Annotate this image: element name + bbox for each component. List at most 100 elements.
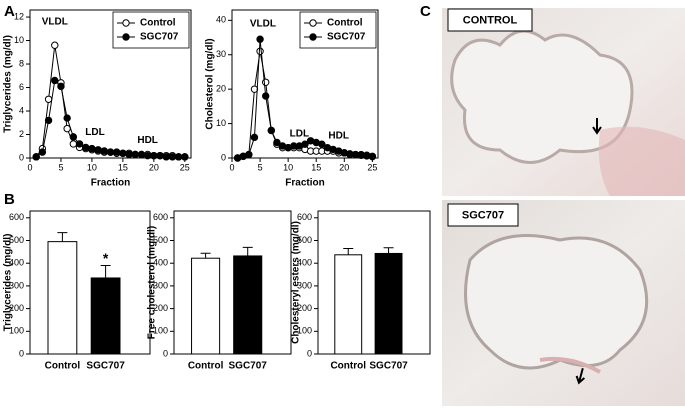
y-tick-label: 10: [14, 35, 24, 45]
y-axis-label: Triglycerides (mg/dl): [3, 35, 14, 133]
y-axis-label: Cholesteryl esters (mg/dl): [291, 221, 302, 344]
error-bar: [100, 264, 111, 278]
y-tick-label: 600: [9, 212, 24, 222]
plot-frame: [231, 9, 379, 159]
data-point: [261, 78, 270, 86]
data-point: [63, 114, 71, 122]
x-tick-label: 0: [27, 162, 32, 172]
data-point: [106, 148, 115, 156]
data-point: [131, 150, 139, 159]
data-point: [57, 82, 65, 91]
error-bar: [242, 246, 253, 256]
x-tick-label: 10: [87, 162, 97, 172]
error-bar: [57, 232, 68, 242]
bar: [191, 257, 221, 355]
plot-frame: [173, 210, 292, 355]
y-tick-label: 500: [153, 235, 168, 245]
x-axis-label: Fraction: [285, 178, 324, 189]
image-label: SGC707: [462, 209, 504, 221]
x-tick-label: 20: [149, 162, 159, 172]
x-tick-label: Control: [45, 361, 81, 372]
data-point: [368, 152, 377, 161]
y-tick-label: 300: [153, 280, 168, 290]
y-tick-label: 200: [9, 303, 24, 313]
series-line: [35, 45, 185, 158]
plot-frame: [317, 210, 431, 355]
annotation: HDL: [328, 130, 349, 141]
y-tick-label: 100: [153, 326, 168, 336]
y-tick-label: 300: [297, 280, 312, 290]
y-tick-label: 400: [297, 258, 312, 268]
y-tick-label: 0: [163, 348, 168, 358]
y-tick-label: 0: [221, 152, 226, 162]
data-point: [256, 35, 264, 43]
legend-label: Control: [140, 18, 176, 29]
y-tick-label: 0: [19, 152, 24, 162]
data-point: [143, 151, 152, 160]
y-tick-label: 4: [19, 105, 24, 115]
legend-label: Control: [327, 18, 363, 29]
error-bar: [383, 247, 394, 254]
data-point: [32, 153, 40, 161]
image-label: CONTROL: [463, 14, 518, 26]
y-tick-label: 200: [297, 303, 312, 313]
y-tick-label: 6: [19, 82, 24, 92]
y-tick-label: 600: [297, 212, 312, 222]
x-tick-label: SGC707: [229, 361, 268, 372]
y-tick-label: 100: [9, 326, 24, 336]
y-tick-label: 8: [19, 58, 24, 68]
y-tick-label: 600: [153, 212, 168, 222]
y-tick-label: 20: [216, 84, 226, 94]
data-point: [119, 149, 127, 158]
data-point: [125, 150, 133, 159]
x-tick-label: SGC707: [86, 361, 125, 372]
significance-mark: *: [103, 250, 109, 266]
data-point: [181, 153, 189, 161]
legend-label: SGC707: [140, 32, 179, 43]
annotation: LDL: [85, 127, 104, 138]
y-axis-label: Cholesterol (mg/dl): [205, 38, 216, 129]
plot-frame: [29, 210, 151, 355]
error-bar: [200, 252, 211, 259]
panel-label: B: [4, 191, 15, 208]
data-point: [51, 76, 59, 85]
x-tick-label: Control: [330, 361, 366, 372]
y-tick-label: 40: [216, 15, 226, 25]
y-tick-label: 400: [9, 258, 24, 268]
y-tick-label: 300: [9, 280, 24, 290]
data-point: [44, 95, 53, 103]
annotation: VLDL: [42, 16, 68, 27]
micrograph: SGC707: [442, 200, 685, 406]
series-line: [35, 79, 185, 158]
data-point: [267, 126, 276, 135]
bar: [47, 241, 78, 355]
bar: [90, 277, 121, 355]
data-point: [168, 153, 177, 161]
y-tick-label: 100: [297, 326, 312, 336]
data-point: [100, 147, 109, 155]
data-point: [69, 140, 78, 148]
data-point: [174, 153, 183, 161]
data-point: [112, 148, 121, 156]
data-point: [318, 140, 326, 148]
bar: [374, 252, 403, 355]
legend-marker: [309, 33, 317, 41]
micrograph: CONTROL: [442, 8, 685, 196]
data-point: [51, 41, 59, 49]
x-tick-label: 15: [118, 162, 128, 172]
data-point: [94, 146, 102, 154]
legend-marker: [309, 19, 317, 27]
data-point: [250, 133, 259, 142]
error-bar: [343, 247, 354, 255]
x-tick-label: 25: [180, 162, 190, 172]
data-point: [137, 150, 146, 159]
y-tick-label: 12: [14, 11, 24, 21]
data-point: [256, 47, 264, 56]
data-point: [88, 144, 96, 153]
y-axis-label: Free cholesterol (mg/dl): [147, 226, 158, 339]
x-tick-label: 0: [229, 162, 234, 172]
data-point: [69, 133, 78, 141]
y-tick-label: 400: [153, 258, 168, 268]
panel-label: C: [420, 3, 431, 20]
data-point: [301, 140, 309, 148]
